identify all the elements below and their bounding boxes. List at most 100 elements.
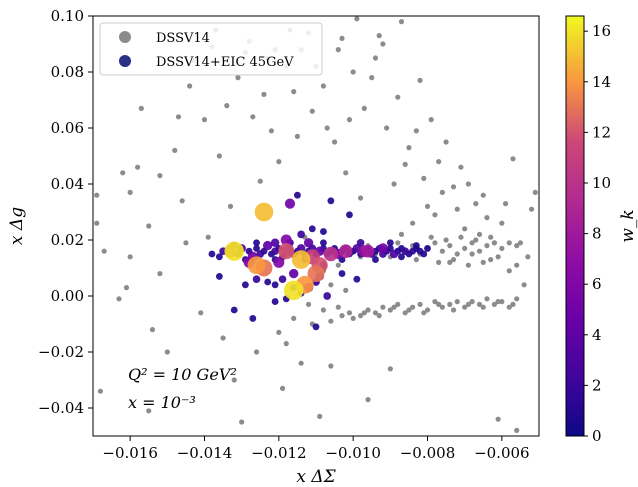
dssv14-point <box>376 33 382 39</box>
eic-point <box>271 247 279 256</box>
dssv14-point <box>491 240 497 246</box>
dssv14-point <box>268 128 274 134</box>
colorbar-tick-label: 4 <box>592 326 602 344</box>
dssv14-point <box>361 310 367 316</box>
y-tick-label: 0.10 <box>51 7 84 25</box>
dssv14-point <box>514 262 520 268</box>
dssv14-point <box>484 296 490 302</box>
dssv14-point <box>406 307 412 313</box>
y-tick-label: −0.02 <box>38 343 84 361</box>
x-tick-label: −0.012 <box>251 444 307 462</box>
eic-point <box>308 225 316 233</box>
eic-point <box>353 275 361 283</box>
eic-point <box>293 191 301 199</box>
dssv14-point <box>421 175 427 181</box>
eic-point <box>224 241 244 261</box>
x-axis-label: x ΔΣ <box>296 467 336 487</box>
eic-point <box>377 243 388 254</box>
legend-label-dssv14: DSSV14 <box>156 31 210 46</box>
dssv14-point <box>499 220 505 226</box>
dssv14-point <box>495 254 501 260</box>
dssv14-point <box>146 408 152 414</box>
ticks-layer: −0.016 −0.014 −0.012 −0.010 −0.008 −0.006 −0.0… <box>38 7 530 462</box>
dssv14-point <box>224 103 230 109</box>
dssv14-point <box>146 223 152 229</box>
dssv14-point <box>298 360 304 366</box>
eic-point <box>312 323 320 331</box>
dssv14-point <box>402 161 408 167</box>
dssv14-point <box>328 282 334 288</box>
dssv14-point <box>227 203 234 209</box>
dssv14-point <box>491 301 497 307</box>
dssv14-point <box>432 240 438 246</box>
dssv14-point <box>439 304 445 310</box>
dssv14-point <box>484 243 490 249</box>
dssv14-point <box>469 251 475 257</box>
eic-point <box>361 244 375 258</box>
colorbar-tick-label: 14 <box>592 73 611 91</box>
dssv14-point <box>261 91 267 97</box>
dssv14-point <box>309 108 315 114</box>
dssv14-point <box>335 47 341 53</box>
dssv14-point <box>291 315 297 321</box>
dssv14-point <box>175 114 182 120</box>
dssv14-point <box>183 240 189 246</box>
dssv14-point <box>443 237 449 243</box>
dssv14-point <box>346 310 353 316</box>
dssv14-point <box>369 75 375 81</box>
dssv14-point <box>499 299 505 305</box>
eic-point <box>401 247 410 256</box>
dssv14-point <box>358 195 364 201</box>
legend-box <box>99 22 323 76</box>
eic-point <box>252 275 261 284</box>
dssv14-point <box>462 226 468 232</box>
dssv14-point <box>421 310 427 316</box>
dssv14-point <box>439 248 445 254</box>
dssv14-point <box>157 173 163 179</box>
eic-point <box>386 244 394 252</box>
dssv14-point <box>398 231 405 237</box>
dssv14-point <box>428 117 434 123</box>
dssv14-point <box>462 245 468 251</box>
dssv14-point <box>502 201 509 207</box>
dssv14-point <box>395 94 401 100</box>
dssv14-point <box>343 287 349 293</box>
dssv14-point <box>462 304 468 310</box>
dssv14-point <box>402 310 408 316</box>
dssv14-point <box>135 164 141 170</box>
dssv14-point <box>253 349 260 355</box>
dssv14-point <box>465 262 471 268</box>
dssv14-point <box>384 125 390 131</box>
eic-point <box>254 202 274 222</box>
dssv14-point <box>279 385 286 391</box>
dssv14-point <box>447 243 453 249</box>
dssv14-point <box>376 313 382 319</box>
dssv14-point <box>436 301 442 307</box>
dssv14-point <box>380 41 386 47</box>
y-tick-label: 0.06 <box>51 119 84 137</box>
eic-point <box>420 250 428 258</box>
eic-point <box>278 275 287 284</box>
plot-frame <box>92 15 540 437</box>
dssv14-point <box>510 156 516 162</box>
dssv14-point <box>450 307 457 313</box>
eic-point <box>296 244 306 253</box>
eic-point <box>280 234 292 246</box>
dssv14-point <box>473 201 479 207</box>
eic-point <box>338 270 346 278</box>
dssv14-point <box>506 240 512 246</box>
dssv14-point <box>488 257 494 263</box>
dssv14-point <box>514 243 520 249</box>
dssv14-point <box>328 318 334 324</box>
colorbar-ticks: 0 2 4 6 8 10 12 14 16 <box>584 22 611 445</box>
dssv14-point <box>335 262 341 268</box>
y-axis-label: x Δg <box>7 207 27 245</box>
eic-point <box>289 268 299 279</box>
dssv14-point <box>432 299 438 305</box>
eic-point <box>249 314 257 322</box>
dssv14-point <box>495 416 501 422</box>
eic-point <box>323 246 339 262</box>
colorbar-tick-label: 6 <box>592 275 602 293</box>
eic-point <box>327 197 335 205</box>
dssv14-point <box>372 310 379 316</box>
